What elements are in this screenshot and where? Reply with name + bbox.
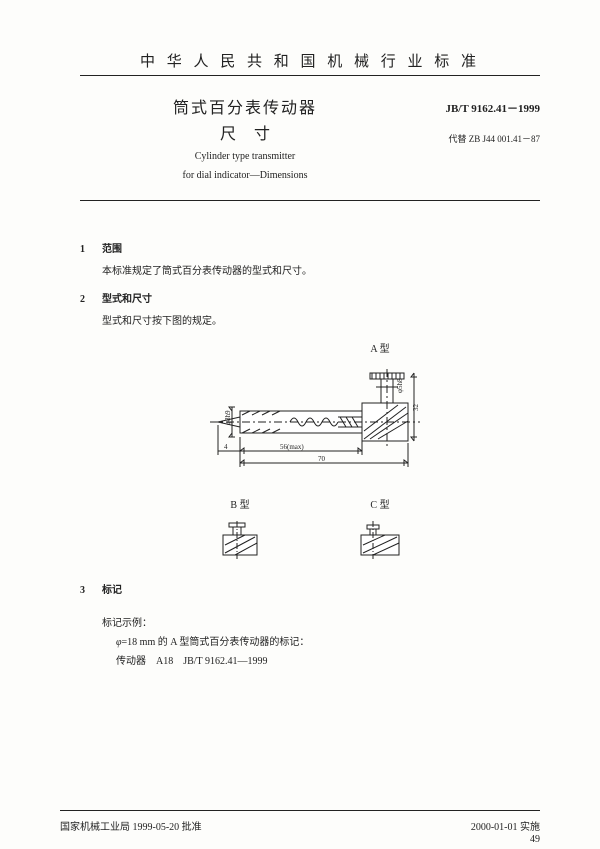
dim-top-d: φ5h8	[396, 378, 404, 393]
figure-c-drawing	[355, 521, 405, 561]
section-2-header: 2 型式和尺寸	[80, 291, 540, 309]
section-1-title: 范围	[102, 241, 122, 259]
title-en-2: for dial indicator—Dimensions	[80, 169, 410, 182]
marking-intro: 标记示例：	[102, 614, 540, 633]
dim-len: 56(max)	[280, 443, 304, 451]
marking-line1-rest: =18 mm 的 A 型筒式百分表传动器的标记：	[122, 637, 310, 648]
section-1-num: 1	[80, 241, 102, 259]
figure-b-block: B 型	[215, 497, 265, 568]
section-1-text: 本标准规定了筒式百分表传动器的型式和尺寸。	[102, 263, 540, 281]
section-2-title: 型式和尺寸	[102, 291, 152, 309]
figure-c-label: C 型	[355, 497, 405, 515]
section-3-title: 标记	[102, 582, 122, 600]
figure-c-block: C 型	[355, 497, 405, 568]
section-2-text: 型式和尺寸按下图的规定。	[102, 313, 540, 331]
replace-code: 代替 ZB J44 001.41－87	[410, 132, 540, 145]
title-rule	[80, 200, 540, 201]
title-side: JB/T 9162.41－1999 代替 ZB J44 001.41－87	[410, 94, 540, 145]
dim-overall: 70	[318, 455, 326, 463]
section-1-header: 1 范围	[80, 241, 540, 259]
standard-code: JB/T 9162.41－1999	[410, 100, 540, 116]
footer-right: 2000-01-01 实施	[471, 818, 540, 833]
section-2-num: 2	[80, 291, 102, 309]
body: 1 范围 本标准规定了筒式百分表传动器的型式和尺寸。 2 型式和尺寸 型式和尺寸…	[80, 241, 540, 671]
dim-d8h9: φ8h9	[224, 410, 232, 425]
figure-bc-row: B 型 C 型	[80, 497, 540, 568]
figure-a-label: A 型	[220, 341, 540, 359]
dim-height: 32	[412, 404, 420, 412]
title-en-1: Cylinder type transmitter	[80, 150, 410, 163]
footer-left: 国家机械工业局 1999-05-20 批准	[60, 818, 202, 833]
org-title: 中 华 人 民 共 和 国 机 械 行 业 标 准	[80, 50, 540, 71]
header-rule	[80, 75, 540, 76]
marking-block: 标记示例： φ=18 mm 的 A 型筒式百分表传动器的标记： 传动器 A18 …	[102, 614, 540, 671]
marking-line2: 传动器 A18 JB/T 9162.41—1999	[116, 652, 540, 671]
section-3-num: 3	[80, 582, 102, 600]
page: 中 华 人 民 共 和 国 机 械 行 业 标 准 筒式百分表传动器 尺寸 Cy…	[0, 0, 600, 849]
title-block: 筒式百分表传动器 尺寸 Cylinder type transmitter fo…	[80, 94, 540, 182]
dim-tail: 4	[224, 443, 228, 451]
title-main: 筒式百分表传动器 尺寸 Cylinder type transmitter fo…	[80, 94, 410, 182]
figure-a-drawing: φ8h9 φ5h8 32 4 56(max)	[180, 367, 440, 487]
figure-b-drawing	[215, 521, 265, 561]
title-cn-1: 筒式百分表传动器	[80, 94, 410, 118]
marking-line1: φ=18 mm 的 A 型筒式百分表传动器的标记：	[116, 633, 540, 652]
figure-b-label: B 型	[215, 497, 265, 515]
page-number: 49	[530, 834, 540, 845]
section-3-header: 3 标记	[80, 582, 540, 600]
title-cn-2: 尺寸	[80, 120, 410, 144]
footer: 国家机械工业局 1999-05-20 批准 2000-01-01 实施	[60, 818, 540, 833]
footer-rule	[60, 810, 540, 811]
